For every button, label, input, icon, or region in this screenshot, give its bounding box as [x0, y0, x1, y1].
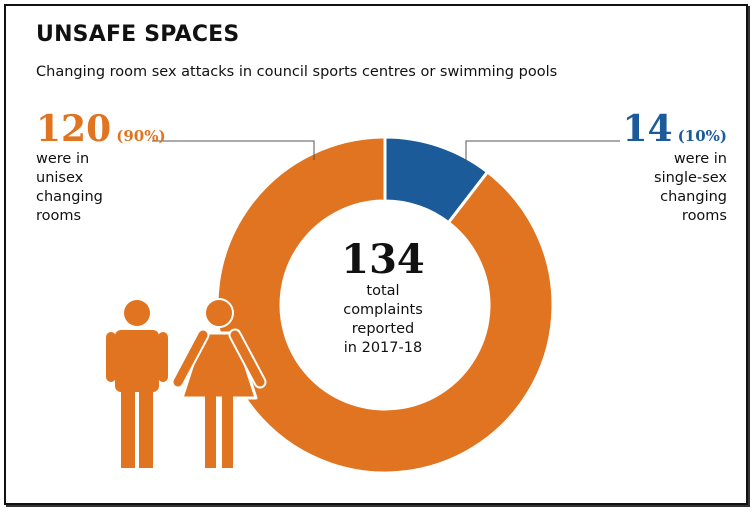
total-desc-line: reported [351, 321, 415, 337]
chart-title: UNSAFE SPACES [36, 22, 240, 47]
unisex-percent: (90%) [116, 127, 166, 145]
total-desc-line: complaints [343, 302, 423, 318]
donut-slice-unisex-changing-rooms [215, 135, 555, 475]
unisex-label: 120 (90%) were in unisex changing rooms [36, 108, 166, 226]
donut-center: 134 total complaints reported in 2017-18 [303, 238, 463, 358]
unisex-count: 120 [36, 108, 112, 150]
unisex-desc-line: unisex [36, 170, 84, 186]
total-desc-line: in 2017-18 [343, 340, 423, 356]
single-sex-label: 14 (10%) were in single-sex changing roo… [622, 108, 727, 226]
single-sex-desc-line: rooms [681, 208, 727, 224]
woman-icon [171, 298, 267, 468]
chart-subtitle: Changing room sex attacks in council spo… [36, 64, 558, 80]
leader-line-single-sex [465, 140, 620, 162]
man-icon [106, 300, 168, 468]
total-description: total complaints reported in 2017-18 [303, 282, 463, 358]
total-count: 134 [341, 236, 425, 283]
unisex-desc-line: changing [36, 189, 103, 205]
single-sex-desc-line: single-sex [654, 170, 727, 186]
single-sex-description: were in single-sex changing rooms [622, 150, 727, 226]
unisex-desc-line: rooms [36, 208, 82, 224]
single-sex-percent: (10%) [677, 127, 727, 145]
unisex-desc-line: were in [36, 151, 90, 167]
single-sex-count: 14 [622, 108, 673, 150]
unisex-description: were in unisex changing rooms [36, 150, 166, 226]
donut-slices [215, 135, 555, 475]
total-desc-line: total [366, 283, 400, 299]
single-sex-desc-line: were in [673, 151, 727, 167]
leader-line-unisex [152, 140, 315, 160]
single-sex-desc-line: changing [660, 189, 727, 205]
